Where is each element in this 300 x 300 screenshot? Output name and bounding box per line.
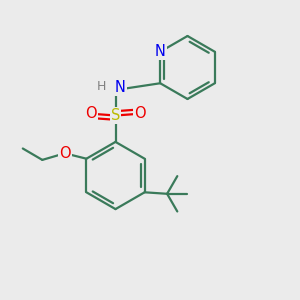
Text: S: S [111,108,120,123]
Text: H: H [96,80,106,94]
Text: O: O [85,106,97,121]
Text: O: O [59,146,70,161]
Text: N: N [155,44,166,59]
Text: O: O [134,106,146,121]
Text: N: N [115,80,125,95]
